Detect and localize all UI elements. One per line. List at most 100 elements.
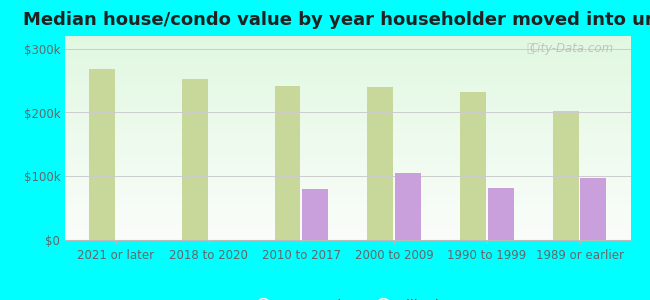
- Bar: [65, 56, 630, 57]
- Bar: [65, 235, 630, 236]
- Bar: [65, 148, 630, 149]
- Bar: [65, 234, 630, 235]
- Bar: [65, 67, 630, 68]
- Bar: [65, 62, 630, 64]
- Bar: [65, 125, 630, 126]
- Bar: [65, 79, 630, 80]
- Bar: [65, 49, 630, 50]
- Bar: [65, 237, 630, 238]
- Bar: [65, 182, 630, 183]
- Bar: [65, 96, 630, 97]
- Bar: [65, 120, 630, 121]
- Bar: [65, 210, 630, 211]
- Bar: [65, 168, 630, 169]
- Bar: [65, 159, 630, 160]
- Bar: [65, 147, 630, 148]
- Bar: [65, 52, 630, 53]
- Bar: [65, 104, 630, 105]
- Bar: [65, 94, 630, 95]
- Bar: [65, 131, 630, 132]
- Bar: [65, 48, 630, 49]
- Bar: [65, 133, 630, 134]
- Bar: [65, 53, 630, 54]
- Bar: [580, 178, 606, 240]
- Bar: [65, 110, 630, 112]
- Bar: [65, 86, 630, 87]
- Bar: [65, 116, 630, 117]
- Bar: [65, 81, 630, 82]
- Bar: [65, 73, 630, 74]
- Bar: [65, 161, 630, 163]
- Bar: [65, 38, 630, 39]
- Bar: [65, 184, 630, 185]
- Bar: [65, 122, 630, 123]
- Bar: [65, 91, 630, 92]
- Bar: [65, 40, 630, 41]
- Text: ⓘ: ⓘ: [527, 42, 534, 55]
- Bar: [65, 50, 630, 51]
- Bar: [65, 171, 630, 172]
- Bar: [65, 83, 630, 84]
- Bar: [65, 76, 630, 77]
- Bar: [65, 137, 630, 138]
- Legend: Long Point, Illinois: Long Point, Illinois: [244, 294, 452, 300]
- Bar: [65, 128, 630, 129]
- Bar: [65, 192, 630, 193]
- Bar: [65, 70, 630, 71]
- Bar: [65, 201, 630, 202]
- Bar: [65, 136, 630, 137]
- Bar: [65, 139, 630, 140]
- Bar: [65, 42, 630, 43]
- Bar: [65, 205, 630, 206]
- Bar: [65, 89, 630, 90]
- Bar: [65, 78, 630, 79]
- Bar: [65, 93, 630, 94]
- Text: City-Data.com: City-Data.com: [529, 42, 614, 55]
- Bar: [65, 75, 630, 76]
- Bar: [65, 166, 630, 167]
- Bar: [65, 178, 630, 179]
- Bar: [274, 86, 300, 240]
- Bar: [65, 129, 630, 130]
- Bar: [65, 202, 630, 203]
- Bar: [65, 229, 630, 230]
- Bar: [65, 57, 630, 59]
- Bar: [65, 207, 630, 208]
- Bar: [65, 41, 630, 42]
- Bar: [65, 206, 630, 207]
- Bar: [65, 183, 630, 184]
- Bar: [65, 102, 630, 103]
- Bar: [552, 111, 578, 240]
- Bar: [65, 233, 630, 234]
- Bar: [65, 59, 630, 61]
- Bar: [65, 97, 630, 98]
- Bar: [65, 140, 630, 141]
- Bar: [65, 225, 630, 226]
- Bar: [65, 84, 630, 85]
- Bar: [65, 124, 630, 125]
- Bar: [65, 204, 630, 205]
- Bar: [65, 223, 630, 224]
- Bar: [65, 118, 630, 119]
- Bar: [65, 155, 630, 156]
- Bar: [182, 79, 208, 240]
- Bar: [65, 118, 630, 120]
- Bar: [65, 187, 630, 188]
- Bar: [65, 127, 630, 128]
- Bar: [65, 224, 630, 225]
- Bar: [65, 200, 630, 201]
- Bar: [488, 188, 514, 240]
- Bar: [65, 212, 630, 214]
- Bar: [65, 194, 630, 195]
- Bar: [65, 228, 630, 229]
- Bar: [65, 181, 630, 182]
- Bar: [65, 208, 630, 209]
- Bar: [65, 160, 630, 161]
- Bar: [65, 74, 630, 75]
- Bar: [65, 176, 630, 177]
- Bar: [65, 72, 630, 73]
- Bar: [65, 71, 630, 72]
- Bar: [65, 39, 630, 40]
- Bar: [65, 85, 630, 86]
- Bar: [65, 174, 630, 175]
